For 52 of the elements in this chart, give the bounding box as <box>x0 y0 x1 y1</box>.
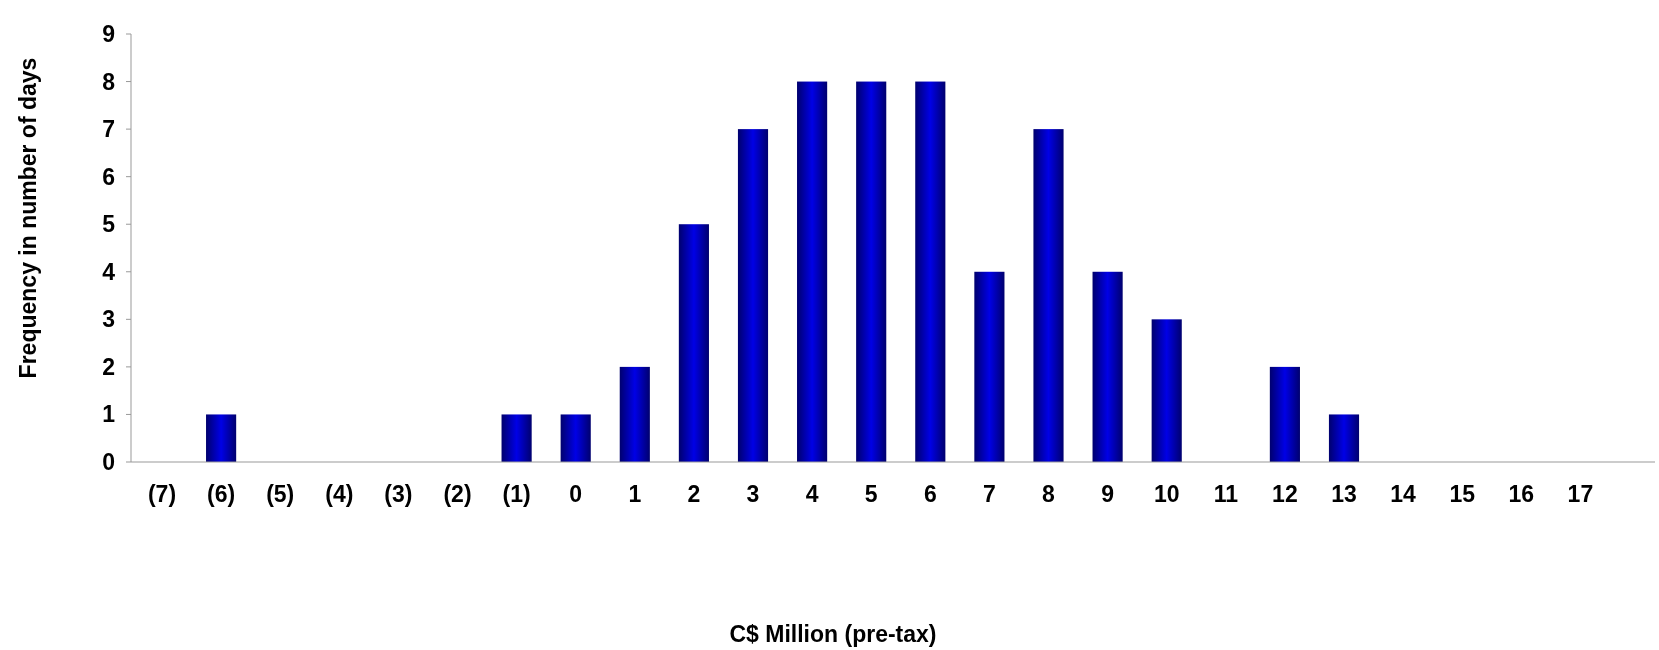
y-tick-label: 5 <box>102 211 116 238</box>
bar <box>1328 414 1360 462</box>
x-tick-label: 11 <box>1213 481 1239 508</box>
bar <box>1269 366 1300 462</box>
x-tick-label: 10 <box>1153 481 1180 508</box>
x-tick-label: (5) <box>266 481 295 508</box>
bar <box>619 366 650 462</box>
y-tick-label: 2 <box>102 353 115 380</box>
x-tick-label: 13 <box>1331 481 1357 508</box>
x-tick-label: 12 <box>1272 481 1298 508</box>
x-tick-label: 6 <box>923 481 937 508</box>
bar <box>560 414 591 462</box>
x-tick-label: 7 <box>983 481 996 508</box>
x-tick-label: 0 <box>569 481 583 508</box>
x-tick-label: 9 <box>1101 481 1114 508</box>
x-tick-label: 2 <box>687 481 701 508</box>
x-tick-label: 15 <box>1449 481 1476 508</box>
bar <box>206 414 237 462</box>
y-axis-title: Frequency in number of days <box>15 57 42 379</box>
bar <box>974 271 1005 462</box>
bar <box>1092 271 1123 462</box>
x-tick-label: (6) <box>207 481 236 508</box>
y-tick-label: 7 <box>102 116 115 143</box>
y-tick-label: 9 <box>102 21 115 48</box>
bar <box>1151 319 1182 462</box>
bar <box>737 129 769 462</box>
x-tick-label: 5 <box>864 481 878 508</box>
bar <box>915 81 946 462</box>
y-tick-label: 8 <box>102 68 116 95</box>
x-tick-label: (2) <box>443 481 472 508</box>
x-tick-label: 8 <box>1042 481 1056 508</box>
y-tick-label: 1 <box>102 401 116 428</box>
bar <box>797 81 828 462</box>
x-tick-label: 4 <box>805 481 819 508</box>
y-tick-label: 4 <box>102 258 116 285</box>
x-tick-label: 14 <box>1390 481 1417 508</box>
bar <box>678 224 709 462</box>
bar <box>856 81 887 462</box>
x-tick-label: (7) <box>147 481 177 508</box>
y-tick-label: 0 <box>102 449 115 476</box>
x-axis-title: C$ Million (pre-tax) <box>729 621 937 648</box>
x-tick-label: 17 <box>1567 481 1594 508</box>
x-tick-label: 1 <box>628 481 642 508</box>
bar <box>501 414 532 462</box>
y-tick-label: 3 <box>102 306 115 333</box>
x-tick-label: (3) <box>384 481 413 508</box>
bar <box>1033 129 1064 462</box>
x-tick-label: (1) <box>502 481 531 508</box>
y-tick-label: 6 <box>102 163 115 190</box>
x-tick-label: (4) <box>325 481 354 508</box>
x-tick-label: 3 <box>746 481 760 508</box>
x-tick-label: 16 <box>1508 481 1535 508</box>
